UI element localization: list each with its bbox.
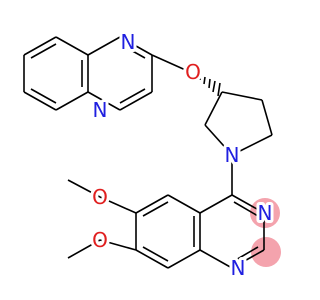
hashed-bond (199, 76, 221, 97)
atom-label: O (92, 228, 108, 252)
atom-label: N (258, 201, 273, 225)
atom-highlight (251, 237, 281, 267)
atom-label: N (225, 143, 240, 167)
highlights (250, 198, 281, 267)
atom-label: O (92, 185, 108, 209)
atom-labels: N N O N N N O O (89, 27, 275, 283)
bonds (23, 36, 273, 269)
molecule-diagram: N N O N N N O O (23, 27, 281, 283)
atom-label: N (231, 256, 246, 280)
atom-highlight (250, 198, 280, 228)
atom-label: N (93, 98, 108, 122)
atom-label: O (185, 60, 201, 84)
atom-label: N (121, 30, 136, 54)
